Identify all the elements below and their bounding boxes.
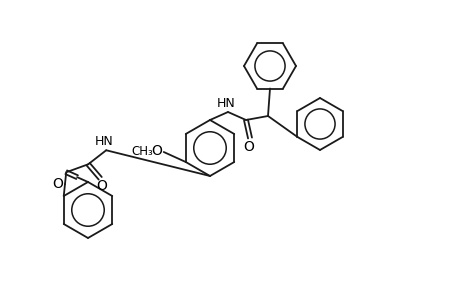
Text: O: O bbox=[243, 140, 254, 154]
Text: O: O bbox=[95, 179, 106, 193]
Text: CH₃: CH₃ bbox=[131, 145, 152, 158]
Text: O: O bbox=[52, 177, 63, 191]
Text: O: O bbox=[151, 144, 162, 158]
Text: HN: HN bbox=[216, 97, 235, 110]
Text: HN: HN bbox=[95, 135, 113, 148]
